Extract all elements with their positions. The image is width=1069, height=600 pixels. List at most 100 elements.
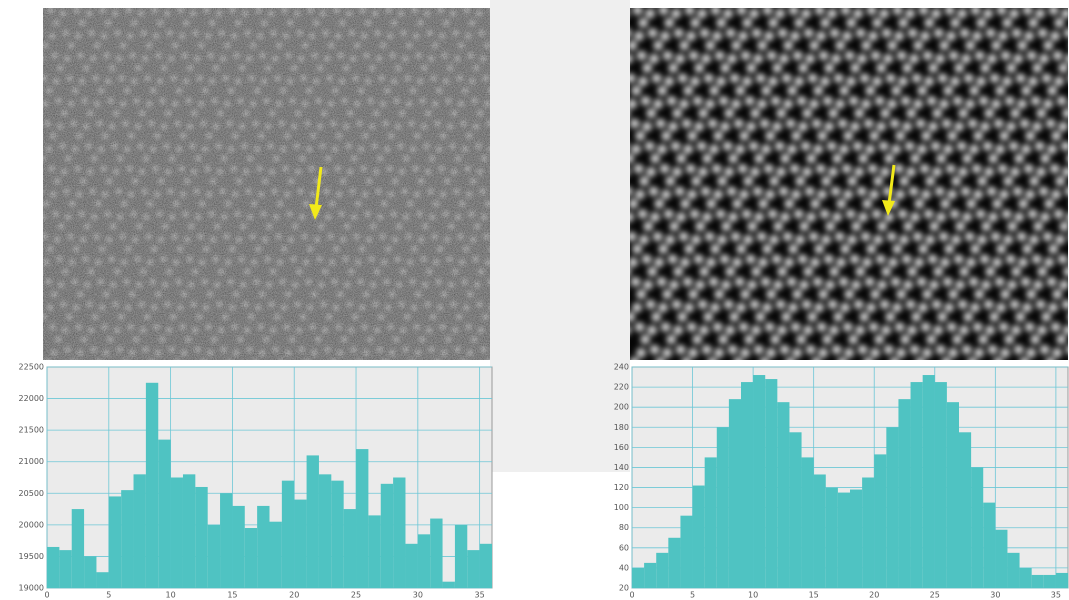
atom	[635, 323, 644, 332]
atom	[44, 359, 50, 365]
atom	[656, 358, 665, 367]
atom	[875, 335, 884, 344]
atom	[974, 190, 983, 199]
atom	[980, 255, 989, 264]
atom	[821, 18, 830, 27]
atom	[837, 199, 846, 208]
atom	[688, 190, 697, 199]
atom	[814, 145, 823, 154]
atom	[926, 235, 935, 244]
atom	[661, 323, 670, 332]
atom	[1019, 258, 1028, 267]
atom	[967, 258, 976, 267]
atom	[1027, 290, 1036, 299]
atom	[713, 32, 722, 41]
atom	[899, 18, 908, 27]
atom	[722, 280, 731, 289]
atom	[986, 326, 995, 335]
y-tick-label: 80	[619, 523, 629, 532]
atom	[770, 177, 779, 186]
bar	[430, 519, 442, 588]
atom	[12, 56, 18, 62]
bar	[1007, 553, 1019, 588]
atom	[923, 51, 932, 60]
bar	[59, 550, 71, 588]
atom	[745, 96, 754, 105]
atom	[719, 96, 728, 105]
atom	[681, 258, 690, 267]
atom	[748, 222, 757, 231]
atom	[889, 258, 898, 267]
atom	[888, 99, 897, 108]
atom	[725, 167, 734, 176]
atom	[634, 164, 643, 173]
atom	[689, 348, 698, 357]
atom	[648, 267, 657, 276]
atom	[966, 41, 975, 50]
atom	[990, 312, 999, 321]
atom	[763, 303, 772, 312]
atom	[1013, 187, 1022, 196]
bar	[971, 467, 983, 588]
atom	[660, 164, 669, 173]
atom	[947, 32, 956, 41]
atom	[1044, 41, 1053, 50]
atom	[741, 348, 750, 357]
atom	[962, 0, 971, 5]
atom	[122, 359, 128, 365]
atom	[1057, 96, 1066, 105]
atom	[708, 119, 717, 128]
atom	[304, 359, 310, 365]
atom	[890, 358, 899, 367]
atom	[997, 6, 1006, 15]
atom	[752, 326, 761, 335]
atom	[834, 312, 843, 321]
atom	[644, 222, 653, 231]
atom	[999, 323, 1008, 332]
atom	[1042, 312, 1051, 321]
atom	[818, 190, 827, 199]
atom	[797, 96, 806, 105]
atom	[840, 86, 849, 95]
atom	[1007, 64, 1016, 73]
atom	[715, 290, 724, 299]
atom	[979, 335, 988, 344]
atom	[776, 300, 785, 309]
atom	[811, 258, 820, 267]
atom	[725, 109, 734, 118]
atom	[997, 303, 1006, 312]
atom	[844, 131, 853, 140]
atom	[997, 245, 1006, 254]
atom	[774, 222, 783, 231]
atom	[784, 99, 793, 108]
atom	[802, 9, 811, 18]
atom	[796, 235, 805, 244]
atom	[1031, 335, 1040, 344]
atom	[880, 9, 889, 18]
atom	[791, 32, 800, 41]
bar	[344, 509, 356, 588]
atom	[984, 300, 993, 309]
atom	[702, 54, 711, 63]
atom	[784, 41, 793, 50]
atom	[755, 213, 764, 222]
atom	[958, 300, 967, 309]
atom	[669, 64, 678, 73]
atom	[884, 0, 893, 5]
atom	[828, 300, 837, 309]
atom	[695, 64, 704, 73]
bar	[158, 440, 170, 588]
atom	[770, 235, 779, 244]
atom	[983, 142, 992, 151]
atom	[912, 312, 921, 321]
atom	[16, 42, 22, 48]
atom	[803, 167, 812, 176]
atom	[639, 18, 648, 27]
bar	[886, 427, 898, 588]
atom	[356, 359, 362, 365]
atom	[988, 345, 997, 354]
atom	[872, 209, 881, 218]
atom	[638, 209, 647, 218]
atom	[656, 119, 665, 128]
atom	[906, 300, 915, 309]
